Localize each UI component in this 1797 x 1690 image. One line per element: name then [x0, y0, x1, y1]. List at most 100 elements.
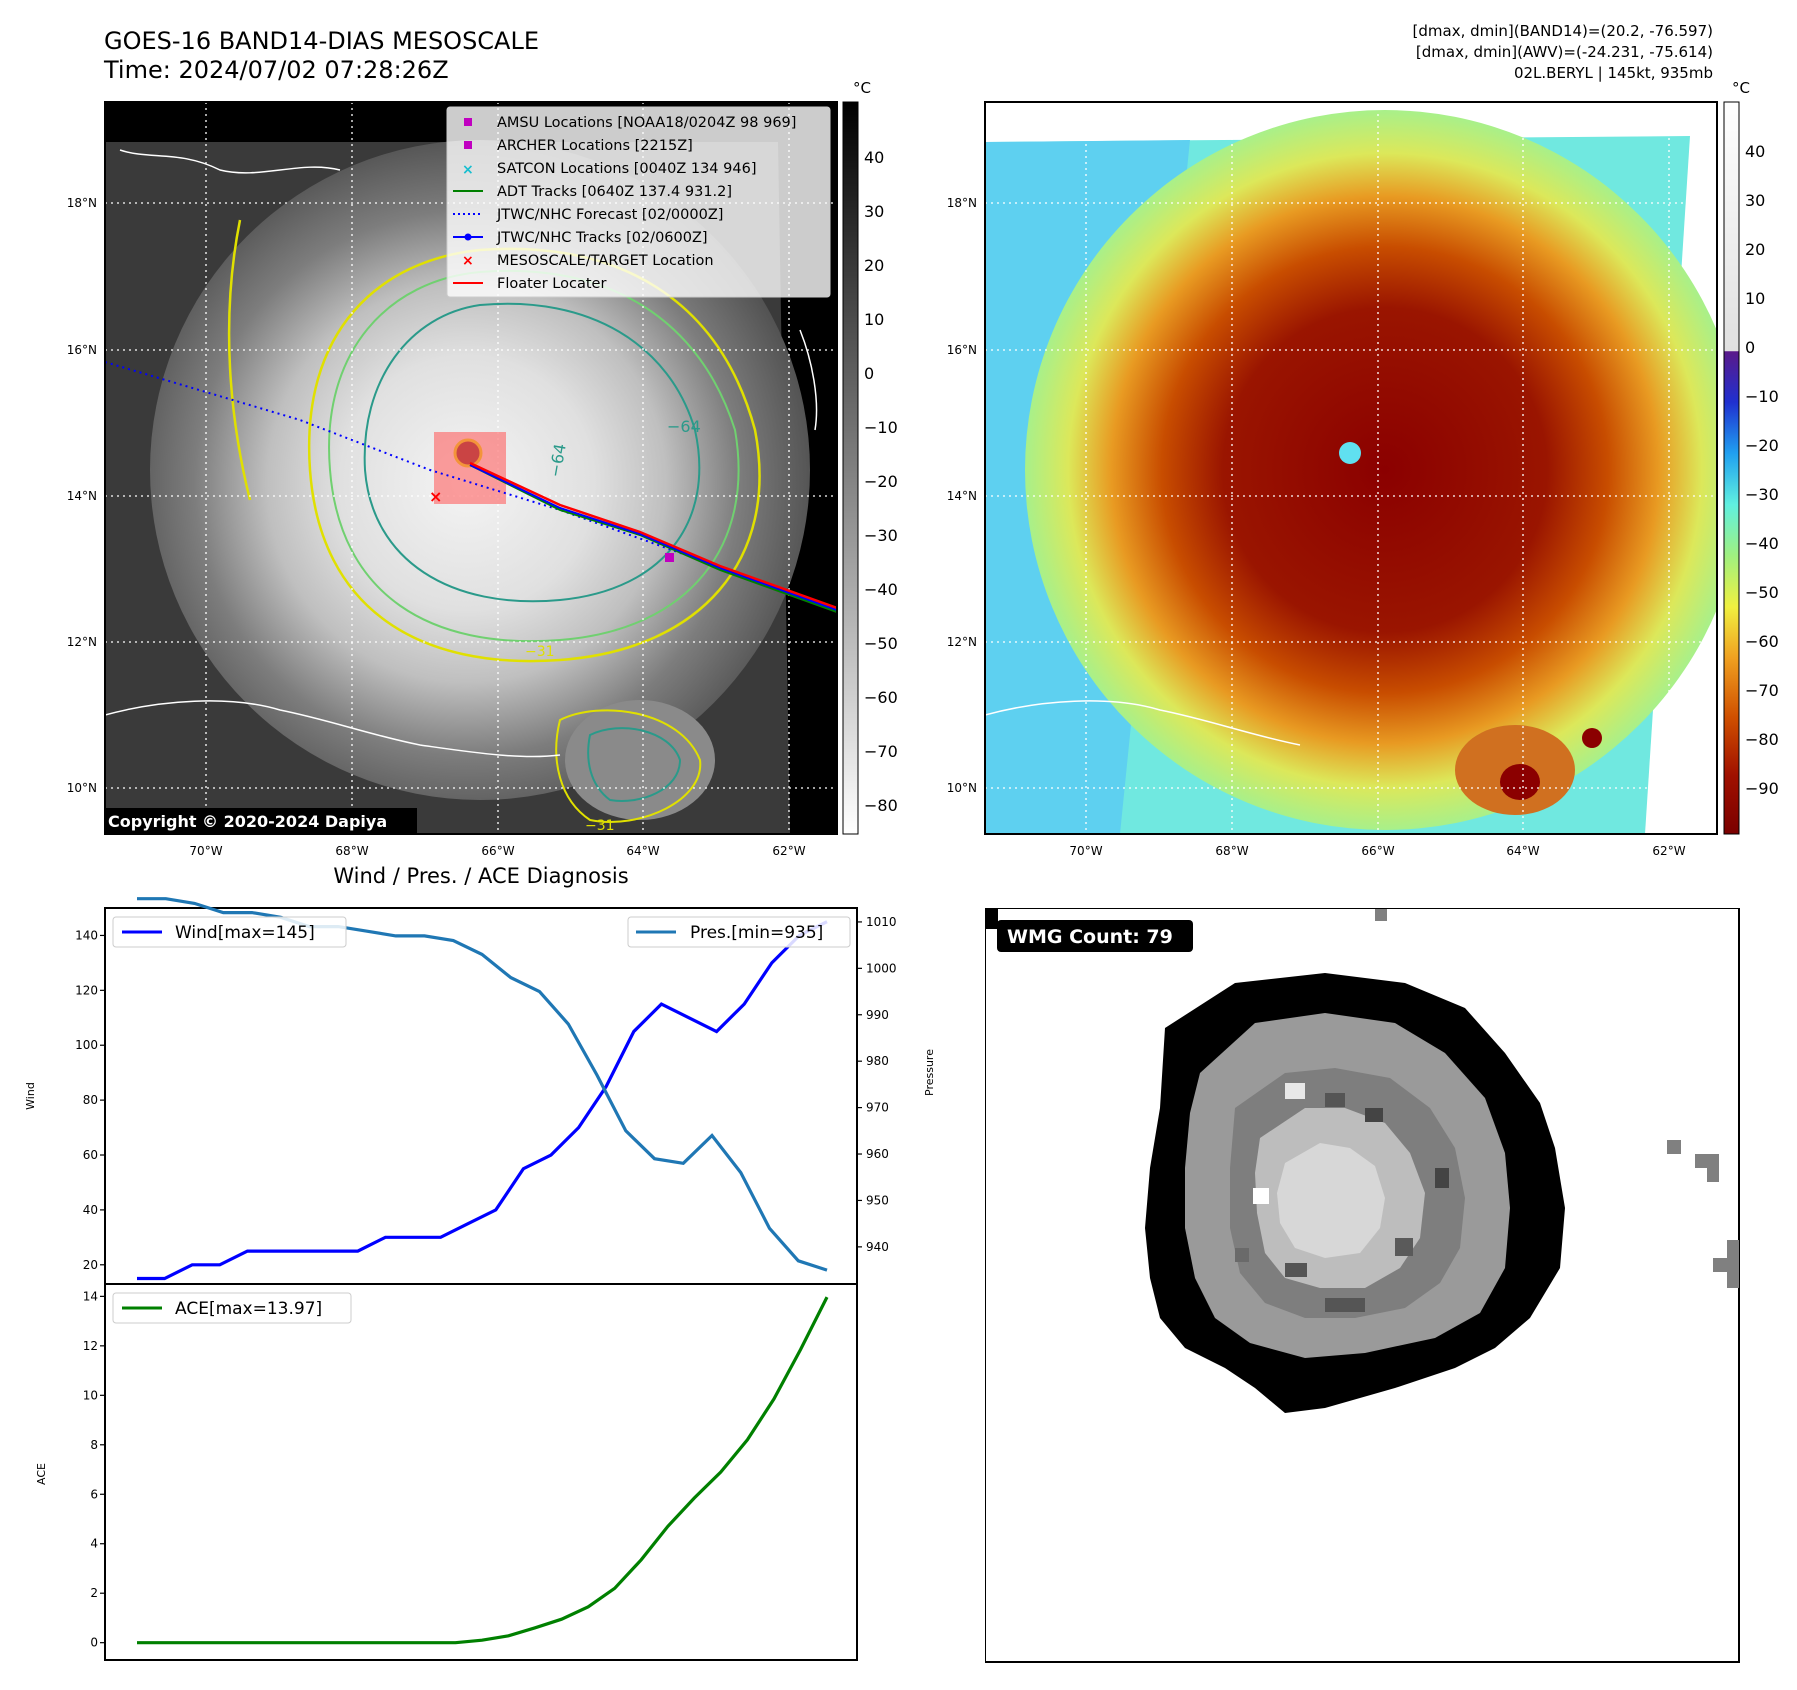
contour-label: −64	[667, 417, 701, 436]
legend-mesoscale: MESOSCALE/TARGET Location	[497, 253, 714, 269]
x-tick: 64°W	[1506, 844, 1539, 858]
y-tick: 10°N	[947, 781, 977, 795]
legend-jtwc-forecast: JTWC/NHC Forecast [02/0000Z]	[496, 207, 723, 223]
gray-tick: −30	[864, 526, 898, 545]
y-tick: 12°N	[67, 635, 97, 649]
color-tick: 10	[1745, 289, 1765, 308]
color-tick: −40	[1745, 534, 1779, 553]
windTicks-label: 20	[83, 1258, 98, 1272]
windTicks-label: 120	[75, 983, 98, 997]
x-tick: 68°W	[1215, 844, 1248, 858]
legend-pressure: Pres.[min=935]	[690, 923, 823, 943]
x-tick: 62°W	[772, 844, 805, 858]
wmg-count-label: WMG Count: 79	[1007, 926, 1173, 948]
legend-satcon: SATCON Locations [0040Z 134 946]	[497, 161, 756, 177]
pressure-series-line	[137, 897, 828, 1272]
legend-floater: Floater Locater	[497, 276, 606, 292]
windTicks-label: 140	[75, 928, 98, 942]
copyright-text: Copyright © 2020-2024 Dapiya	[108, 812, 387, 831]
contour-label: −31	[525, 644, 555, 660]
gray-tick: −50	[864, 634, 898, 653]
ace-ticks: 0 2 4 6 8 10 12 14	[83, 1289, 105, 1650]
diagnosis-title: Wind / Pres. / ACE Diagnosis	[333, 864, 629, 888]
info-line-awv: [dmax, dmin](AWV)=(-24.231, -75.614)	[1415, 43, 1713, 61]
y-tick: 12°N	[947, 635, 977, 649]
windTicks-label: 60	[83, 1148, 98, 1162]
color-tick: −80	[1745, 730, 1779, 749]
info-line-band14: [dmax, dmin](BAND14)=(20.2, -76.597)	[1412, 22, 1713, 40]
color-tick: −50	[1745, 583, 1779, 602]
ace-axis-label: ACE	[35, 1463, 48, 1485]
gray-tick: −10	[864, 418, 898, 437]
gray-tick: −20	[864, 472, 898, 491]
chart-timestamp: Time: 2024/07/02 07:28:26Z	[104, 56, 449, 84]
pressure-axis-label: Pressure	[923, 1049, 936, 1096]
legend-amsu: AMSU Locations [NOAA18/0204Z 98 969]	[497, 115, 796, 131]
legend-ace: ACE[max=13.97]	[175, 1299, 322, 1319]
y-tick: 16°N	[947, 343, 977, 357]
color-tick: 0	[1745, 338, 1755, 357]
aceTicks-label: 8	[90, 1438, 98, 1452]
x-tick: 66°W	[1361, 844, 1394, 858]
presTicks-label: 1000	[866, 961, 897, 975]
legend-adt: ADT Tracks [0640Z 137.4 931.2]	[497, 184, 732, 200]
chart-title: GOES-16 BAND14-DIAS MESOSCALE	[104, 27, 540, 55]
presTicks-label: 980	[866, 1054, 889, 1068]
wind-ticks: 20 40 60 80 100 120 140	[75, 928, 105, 1272]
y-tick: 18°N	[67, 196, 97, 210]
aceTicks-label: 10	[83, 1388, 98, 1402]
aceTicks-label: 2	[90, 1586, 98, 1600]
gray-tick: 0	[864, 364, 874, 383]
gray-tick: −80	[864, 796, 898, 815]
contour-label: −31	[585, 818, 615, 834]
y-tick: 10°N	[67, 781, 97, 795]
aceTicks-label: 4	[90, 1537, 98, 1551]
presTicks-label: 950	[866, 1193, 889, 1207]
windTicks-label: 80	[83, 1093, 98, 1107]
colorbar-unit-left: °C	[853, 79, 871, 97]
wind-axis-label: Wind	[24, 1082, 37, 1110]
y-tick: 18°N	[947, 196, 977, 210]
wmg-image	[986, 909, 1739, 1413]
info-line-storm: 02L.BERYL | 145kt, 935mb	[1513, 64, 1713, 82]
presTicks-label: 970	[866, 1101, 889, 1115]
color-tick: −10	[1745, 387, 1779, 406]
x-tick: 62°W	[1652, 844, 1685, 858]
color-tick: −30	[1745, 485, 1779, 504]
ace-series-line	[137, 1296, 829, 1645]
pressure-ticks: 940 950 960 970 980 990 1000 1010	[857, 915, 897, 1254]
aceTicks-label: 14	[83, 1289, 98, 1303]
svg-text:×: ×	[462, 253, 474, 269]
gray-tick: 10	[864, 310, 884, 329]
color-tick: 30	[1745, 191, 1765, 210]
gray-tick: −60	[864, 688, 898, 707]
presTicks-label: 940	[866, 1240, 889, 1254]
grayscale-ir-image: × −64 −64 −31 −31	[105, 102, 837, 834]
svg-text:×: ×	[429, 487, 442, 506]
windTicks-label: 100	[75, 1038, 98, 1052]
color-tick: 40	[1745, 142, 1765, 161]
x-tick: 64°W	[626, 844, 659, 858]
color-tick: −60	[1745, 632, 1779, 651]
x-tick: 66°W	[481, 844, 514, 858]
gray-tick: 20	[864, 256, 884, 275]
wmg-panel: WMG Count: 79	[985, 908, 1740, 1663]
x-tick: 70°W	[189, 844, 222, 858]
x-tick: 68°W	[335, 844, 368, 858]
aceTicks-label: 6	[90, 1487, 98, 1501]
wind-series-line	[137, 920, 828, 1281]
x-tick: 70°W	[1069, 844, 1102, 858]
y-tick: 16°N	[67, 343, 97, 357]
aceTicks-label: 0	[90, 1636, 98, 1650]
gray-tick: −40	[864, 580, 898, 599]
satellite-panels: × −64 −64 −31 −31 AMSU Locations [NOAA18…	[67, 79, 1779, 858]
y-tick: 14°N	[67, 489, 97, 503]
color-tick: −20	[1745, 436, 1779, 455]
presTicks-label: 960	[866, 1147, 889, 1161]
windTicks-label: 40	[83, 1203, 98, 1217]
gray-tick: 40	[864, 148, 884, 167]
aceTicks-label: 12	[83, 1339, 98, 1353]
color-tick: 20	[1745, 240, 1765, 259]
gray-tick: −70	[864, 742, 898, 761]
